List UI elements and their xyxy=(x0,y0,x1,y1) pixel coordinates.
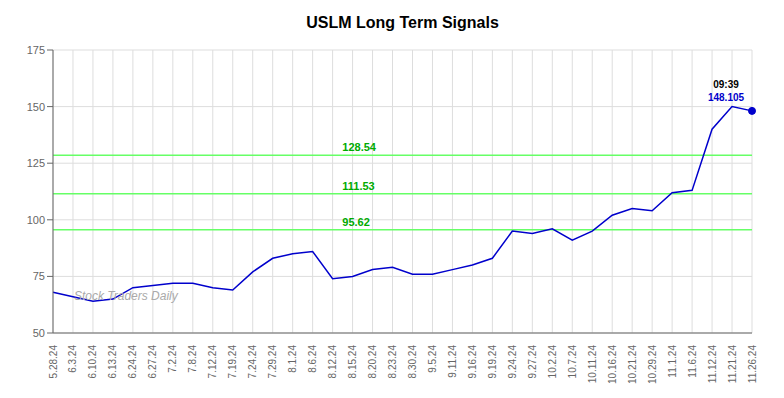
svg-text:10.29.24: 10.29.24 xyxy=(647,345,658,384)
svg-text:9.5.24: 9.5.24 xyxy=(427,345,438,373)
svg-text:95.62: 95.62 xyxy=(342,216,370,228)
svg-text:8.1.24: 8.1.24 xyxy=(287,345,298,373)
svg-text:75: 75 xyxy=(33,270,45,282)
svg-text:9.11.24: 9.11.24 xyxy=(447,345,458,378)
svg-text:7.19.24: 7.19.24 xyxy=(227,345,238,379)
svg-text:148.105: 148.105 xyxy=(708,92,745,103)
svg-text:10.2.24: 10.2.24 xyxy=(547,345,558,379)
svg-text:6.13.24: 6.13.24 xyxy=(107,345,118,379)
svg-text:128.54: 128.54 xyxy=(342,141,377,153)
svg-text:6.10.24: 6.10.24 xyxy=(87,345,98,379)
svg-text:7.12.24: 7.12.24 xyxy=(207,345,218,379)
svg-text:7.24.24: 7.24.24 xyxy=(247,345,258,379)
svg-text:11.12.24: 11.12.24 xyxy=(707,345,718,384)
svg-text:125: 125 xyxy=(27,157,45,169)
svg-text:100: 100 xyxy=(27,214,45,226)
svg-text:7.29.24: 7.29.24 xyxy=(267,345,278,379)
svg-text:9.27.24: 9.27.24 xyxy=(527,345,538,379)
svg-text:9.24.24: 9.24.24 xyxy=(507,345,518,379)
svg-text:8.30.24: 8.30.24 xyxy=(407,345,418,379)
svg-text:8.6.24: 8.6.24 xyxy=(307,345,318,373)
svg-text:09:39: 09:39 xyxy=(713,79,739,90)
svg-text:9.16.24: 9.16.24 xyxy=(467,345,478,379)
svg-text:6.24.24: 6.24.24 xyxy=(127,345,138,379)
svg-text:10.16.24: 10.16.24 xyxy=(607,345,618,384)
svg-text:6.3.24: 6.3.24 xyxy=(67,345,78,373)
svg-text:8.20.24: 8.20.24 xyxy=(367,345,378,379)
svg-text:11.1.24: 11.1.24 xyxy=(667,345,678,378)
svg-text:10.7.24: 10.7.24 xyxy=(567,345,578,379)
svg-text:11.26.24: 11.26.24 xyxy=(747,345,758,384)
svg-text:7.8.24: 7.8.24 xyxy=(187,345,198,373)
svg-text:50: 50 xyxy=(33,327,45,339)
svg-text:150: 150 xyxy=(27,101,45,113)
svg-text:5.28.24: 5.28.24 xyxy=(48,345,59,379)
svg-text:8.12.24: 8.12.24 xyxy=(327,345,338,379)
html-text:USLM Long Term Signals: USLM Long Term Signals xyxy=(306,14,499,31)
svg-text:11.6.24: 11.6.24 xyxy=(687,345,698,378)
svg-text:10.21.24: 10.21.24 xyxy=(627,345,638,384)
svg-text:8.23.24: 8.23.24 xyxy=(387,345,398,379)
svg-text:8.15.24: 8.15.24 xyxy=(347,345,358,379)
svg-text:111.53: 111.53 xyxy=(342,180,374,192)
svg-text:11.21.24: 11.21.24 xyxy=(727,345,738,384)
html-text:Stock Traders Daily: Stock Traders Daily xyxy=(74,288,178,303)
svg-text:7.2.24: 7.2.24 xyxy=(167,345,178,373)
svg-text:9.19.24: 9.19.24 xyxy=(487,345,498,379)
svg-text:10.11.24: 10.11.24 xyxy=(587,345,598,384)
svg-text:6.27.24: 6.27.24 xyxy=(147,345,158,379)
svg-text:175: 175 xyxy=(27,44,45,56)
